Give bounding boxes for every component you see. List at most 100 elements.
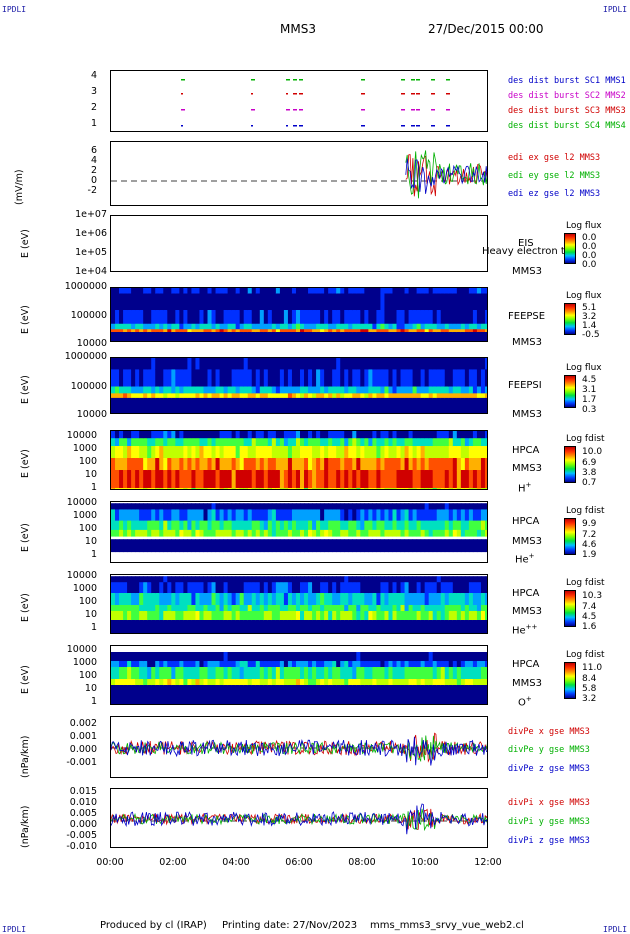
hpca-hepp-cell <box>179 620 184 633</box>
feepse-cell <box>223 293 229 311</box>
burst-marker <box>416 109 420 111</box>
hpca-o-cell <box>316 661 321 668</box>
hpca-h-cell <box>219 438 225 447</box>
feepse-cell <box>139 329 144 333</box>
hpca-hepp-cell <box>452 620 458 633</box>
feepse-cell <box>404 288 410 294</box>
edi-tick-2: 2 <box>90 165 97 176</box>
hpca-h-cell <box>227 446 233 459</box>
hpca-o-cell <box>227 661 233 668</box>
feepse-cell <box>436 332 442 341</box>
hpca-o-cell <box>283 652 289 662</box>
hpca-h-cell <box>247 446 253 459</box>
hpca-h-cell <box>372 470 377 489</box>
feepse-cell <box>211 323 217 330</box>
hpca-h-cell <box>183 488 188 489</box>
hpca-he-cell <box>267 503 273 510</box>
feepse-cell <box>364 329 369 333</box>
hpca-hepp-cell <box>440 605 446 612</box>
hpca-o-cell <box>408 685 414 704</box>
hpca-h-cell <box>484 488 487 489</box>
feepse-cell <box>448 293 454 311</box>
feepse-cell <box>279 332 285 341</box>
hpca-hepp-cell <box>271 576 277 583</box>
hpca-hepp-cell <box>396 582 402 594</box>
feepsi-cell <box>380 393 385 399</box>
hpca-hepp-cell <box>147 605 152 612</box>
hpca-o-cell <box>364 679 369 686</box>
hpca-hepp-cell <box>191 593 196 606</box>
feepsi-cell <box>476 397 482 413</box>
feepse-cell <box>332 323 337 330</box>
hpca-o-cell <box>300 667 305 680</box>
feepse-cell <box>396 288 402 294</box>
feepsi-cell <box>191 358 196 370</box>
hpca-hepp-cell <box>119 576 124 583</box>
hpca-o-cell <box>179 652 184 662</box>
hpca-he-cell <box>420 539 426 553</box>
hpca-o-cell <box>312 679 317 686</box>
hpca-o-cell <box>452 661 458 668</box>
hpca-h-cell <box>195 438 200 447</box>
divpi-y-series <box>111 808 487 832</box>
hpca-hepp-cell <box>476 611 482 621</box>
feepse-cell <box>404 332 410 341</box>
feepsi-cell <box>211 386 217 394</box>
hpca-he-cell <box>384 520 389 531</box>
hpca-o-cell <box>111 679 116 686</box>
feepsi-cell <box>464 393 470 399</box>
burst-marker <box>431 79 435 81</box>
hpca-he-cell <box>251 539 257 553</box>
hpca-o-cell <box>480 652 486 662</box>
hpca-hepp-cell <box>147 611 152 621</box>
hpca-h-cell <box>295 458 301 471</box>
hpca-o-cell <box>424 667 430 680</box>
feepsi-cell <box>428 358 434 370</box>
hpca-h-cell <box>300 431 305 439</box>
feepsi-cell <box>239 358 245 370</box>
feepsi-colorbar <box>564 375 576 408</box>
hpca-hepp-cell <box>259 593 265 606</box>
hpca-he-cell <box>167 529 172 537</box>
feepse-cell <box>143 293 148 311</box>
feepse-tick-1e4: 10000 <box>76 338 107 349</box>
feepsi-cell <box>135 369 140 387</box>
hpca-he-cell <box>179 529 184 537</box>
feepsi-cell <box>183 386 188 394</box>
hpca-he-cell <box>352 509 357 522</box>
feepsi-cell <box>155 386 160 394</box>
feepsi-cell <box>199 358 204 370</box>
burst-marker <box>299 125 303 127</box>
feepse-cell <box>259 310 265 325</box>
feepse-cell <box>464 310 470 325</box>
eis-cbar-v0: 0.0 <box>582 233 597 243</box>
hpca-he-cell <box>215 509 221 522</box>
hpca-h-cell <box>308 431 313 439</box>
feepse-cell <box>468 310 474 325</box>
hpca-he-cell <box>348 539 353 553</box>
feepsi-cell <box>139 393 144 399</box>
hpca-o-cell <box>119 667 124 680</box>
hpca-he-cell <box>267 509 273 522</box>
hpca-hepp-cell <box>267 582 273 594</box>
feepse-cell <box>300 310 305 325</box>
hpca-hepp-cell <box>275 593 281 606</box>
feepsi-cell <box>420 369 426 387</box>
feepse-cell <box>155 329 160 333</box>
hpca-hepp-cell <box>179 605 184 612</box>
hpca-hepp-cell <box>279 620 285 633</box>
edi-z-series <box>405 158 487 194</box>
hpca-he-cell <box>195 503 200 510</box>
feepsi-cell <box>392 369 398 387</box>
hpca-o-cell <box>207 685 213 704</box>
hpca-he-cell <box>219 503 225 510</box>
hpca-he-cell <box>259 529 265 537</box>
feepsi-cell <box>159 393 164 399</box>
hpca-hepp-cell <box>444 576 450 583</box>
feepse-cell <box>127 329 132 333</box>
burst-marker <box>411 93 415 95</box>
feepsi-cell <box>416 397 422 413</box>
hpca-h-cell <box>320 488 325 489</box>
hpca-h-cell <box>328 431 333 439</box>
hpca-h-cell <box>344 470 349 489</box>
